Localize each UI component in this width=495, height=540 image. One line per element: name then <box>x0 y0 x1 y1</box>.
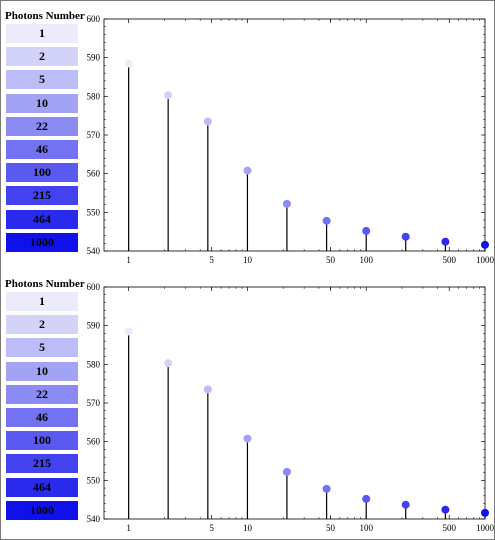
data-point <box>362 226 371 235</box>
data-point <box>401 500 410 509</box>
y-tick-label: 600 <box>87 14 101 24</box>
data-point <box>481 508 489 517</box>
stem-plot: 540 550 560 570 580 590 600 1 5 10 50 100 500 1000 <box>87 282 495 533</box>
data-point <box>124 59 133 68</box>
legend-item: 5 <box>6 338 78 358</box>
data-point <box>282 467 291 476</box>
y-tick-label: 540 <box>87 514 101 524</box>
x-tick-label: 5 <box>209 255 214 265</box>
legend-title: Photons Number <box>5 10 85 22</box>
x-tick-label: 5 <box>209 523 214 533</box>
data-point <box>441 237 450 246</box>
x-tick-label: 1 <box>126 255 131 265</box>
x-tick-label: 1 <box>126 523 131 533</box>
x-tick-label: 10 <box>243 523 253 533</box>
x-tick-label: 50 <box>326 523 336 533</box>
legend-item: 464 <box>6 209 78 229</box>
data-point <box>164 91 173 100</box>
legend: Photons Number 1 2 5 10 22 46 100 215 46… <box>5 278 85 524</box>
x-tick-label: 1000 <box>476 255 495 265</box>
legend-title: Photons Number <box>5 278 85 290</box>
legend-item: 22 <box>6 116 78 136</box>
y-tick-label: 550 <box>87 207 101 217</box>
legend-item: 1 <box>6 292 78 311</box>
x-tick-label: 100 <box>359 523 373 533</box>
legend-item: 215 <box>6 454 78 474</box>
y-tick-label: 580 <box>87 91 101 101</box>
data-point <box>243 434 252 443</box>
data-point <box>322 216 331 225</box>
data-point <box>203 385 212 394</box>
y-tick-label: 580 <box>87 359 101 369</box>
legend-item: 22 <box>6 384 78 404</box>
y-tick-label: 550 <box>87 475 101 485</box>
legend-item: 2 <box>6 47 78 67</box>
legend-item: 46 <box>6 139 78 159</box>
data-point <box>243 166 252 175</box>
legend-item: 10 <box>6 361 78 381</box>
plot-frame <box>103 286 486 520</box>
y-tick-label: 590 <box>87 321 101 331</box>
data-point <box>481 240 489 249</box>
y-tick-label: 590 <box>87 53 101 63</box>
y-tick-label: 600 <box>87 282 101 292</box>
chart-panel-bottom: Photons Number 1 2 5 10 22 46 100 215 46… <box>0 268 495 538</box>
data-point <box>203 117 212 126</box>
x-tick-label: 100 <box>359 255 373 265</box>
x-tick-label: 1000 <box>476 523 495 533</box>
x-tick-label: 500 <box>442 255 456 265</box>
stem-plot: 540 550 560 570 580 590 600 1 5 10 50 100 500 1000 <box>87 14 495 265</box>
data-point <box>441 505 450 514</box>
legend-item: 100 <box>6 431 78 451</box>
data-point <box>164 359 173 368</box>
y-tick-label: 560 <box>87 169 101 179</box>
x-tick-label: 10 <box>243 255 253 265</box>
legend-item: 1000 <box>6 500 78 520</box>
data-point <box>282 199 291 208</box>
y-tick-label: 540 <box>87 246 101 256</box>
plot-frame <box>103 18 486 252</box>
data-point <box>124 327 133 336</box>
legend-item: 100 <box>6 163 78 183</box>
legend-item: 1 <box>6 24 78 43</box>
x-tick-label: 50 <box>326 255 336 265</box>
data-point <box>401 232 410 241</box>
data-point <box>322 484 331 493</box>
chart-panel-top: Photons Number 1 2 5 10 22 46 100 215 46… <box>5 10 495 265</box>
x-tick-label: 500 <box>442 523 456 533</box>
legend-item: 2 <box>6 315 78 335</box>
data-point <box>362 494 371 503</box>
legend-item: 215 <box>6 186 78 206</box>
legend-item: 464 <box>6 477 78 497</box>
y-tick-label: 560 <box>87 437 101 447</box>
legend-item: 5 <box>6 70 78 90</box>
legend: Photons Number 1 2 5 10 22 46 100 215 46… <box>5 10 85 256</box>
legend-item: 1000 <box>6 232 78 252</box>
y-tick-label: 570 <box>87 398 101 408</box>
y-tick-label: 570 <box>87 130 101 140</box>
legend-item: 46 <box>6 407 78 427</box>
legend-item: 10 <box>6 93 78 113</box>
